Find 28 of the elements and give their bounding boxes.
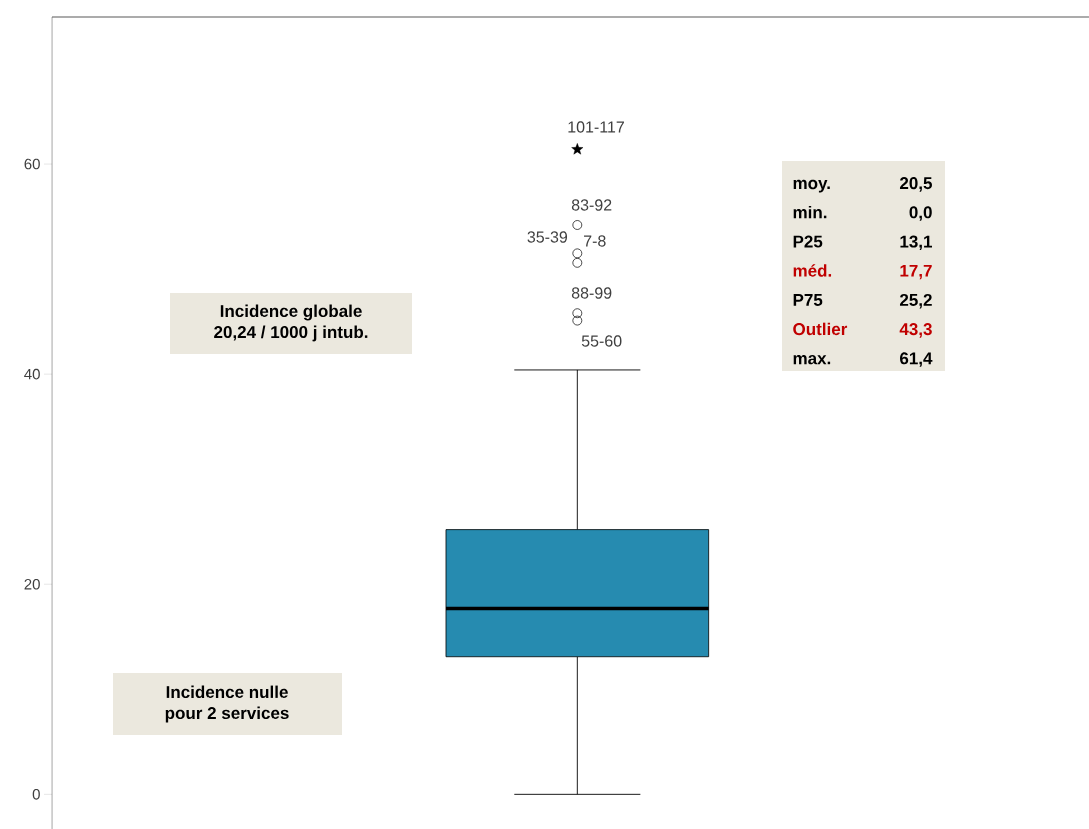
annotation: P75 <box>793 294 823 306</box>
annotation: 88-99 <box>571 287 612 299</box>
y-tick-label: 0 <box>32 789 40 800</box>
annotation: Incidence globale <box>220 304 362 321</box>
annotation: 17,7 <box>900 264 932 280</box>
y-tick-label: 60 <box>24 158 40 170</box>
annotation: 13,1 <box>900 235 932 251</box>
annotation: min. <box>793 205 827 219</box>
annotation: moy. <box>793 179 830 193</box>
annotation: pour 2 services <box>165 706 289 723</box>
annotation: Incidence nulle <box>166 685 288 699</box>
annotation: 43,3 <box>899 323 932 338</box>
annotation: 35-39 <box>527 231 568 243</box>
annotation: 25,2 <box>899 293 932 309</box>
annotation: P25 <box>793 235 823 248</box>
y-tick-label: 20 <box>24 578 40 590</box>
annotation: méd. <box>793 264 832 277</box>
annotation: 20,5 <box>899 177 932 192</box>
annotation: max. <box>793 355 831 365</box>
annotation: 20,24 / 1000 j intub. <box>214 325 368 342</box>
annotation: 7-8 <box>584 235 606 247</box>
annotation: 55-60 <box>581 335 622 347</box>
y-tick-label: 40 <box>24 368 40 380</box>
annotation: 101-117 <box>568 121 624 133</box>
annotation: Outlier <box>793 322 848 336</box>
annotation: 83-92 <box>571 199 612 211</box>
annotation: 61,4 <box>900 352 933 367</box>
annotation: 0,0 <box>909 206 932 221</box>
